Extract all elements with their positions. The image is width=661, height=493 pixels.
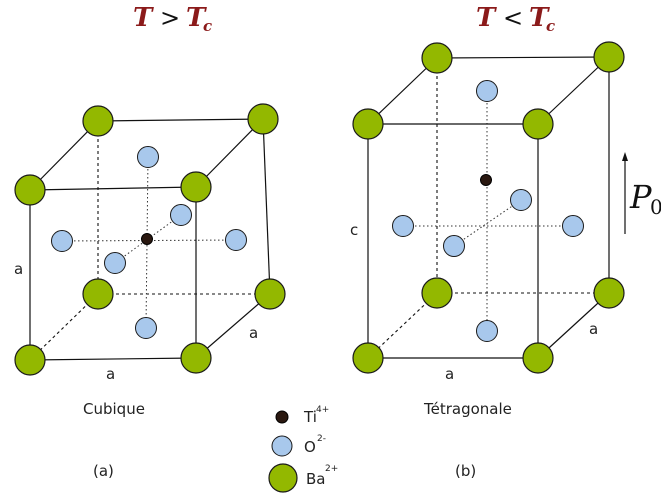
- titanium-legend-icon: [275, 410, 289, 424]
- barium-legend-icon: [268, 463, 298, 493]
- tetragonal-edge: [537, 292, 610, 359]
- tetragonal-panel-tag: (b): [455, 462, 476, 480]
- cubic-edge: [195, 118, 264, 188]
- barium-ion: [522, 342, 554, 374]
- legend-item-oxygen: O 2-: [271, 434, 326, 457]
- legend-item-barium: Ba 2+: [268, 463, 338, 493]
- barium-ion: [247, 103, 279, 135]
- svg-text:T: T: [529, 3, 550, 33]
- cubic-hidden-edge: [29, 293, 99, 361]
- barium-ion: [352, 108, 384, 140]
- tetragonal-caption: Tétragonale: [423, 400, 512, 418]
- barium-ion: [14, 174, 46, 206]
- svg-text:4+: 4+: [316, 405, 329, 415]
- cubic-condition-title: T > T c: [133, 3, 212, 35]
- barium-ion: [14, 344, 46, 376]
- svg-text:>: >: [160, 4, 180, 32]
- cubic-edge-label-width: a: [106, 365, 115, 383]
- svg-text:T: T: [133, 3, 154, 33]
- oxygen-ion: [51, 230, 73, 252]
- barium-ion: [82, 105, 114, 137]
- svg-text:O: O: [304, 438, 316, 456]
- tetragonal-hidden-edge: [367, 292, 438, 359]
- cubic-edge: [262, 118, 271, 295]
- tetragonal-edge-label-depth: a: [589, 320, 598, 338]
- legend: Ti 4+ O 2- Ba 2+: [268, 405, 338, 493]
- oxygen-ion: [225, 229, 247, 251]
- oxygen-ion: [476, 320, 498, 342]
- barium-ion: [522, 108, 554, 140]
- svg-text:Ba: Ba: [306, 470, 325, 488]
- polarization-subscript: 0: [650, 195, 661, 219]
- barium-ion: [254, 278, 286, 310]
- oxygen-legend-icon: [271, 435, 293, 457]
- oxygen-ion: [135, 317, 157, 339]
- svg-text:<: <: [503, 4, 523, 32]
- oxygen-ion: [443, 235, 465, 257]
- tetragonal-axis-line: [453, 199, 522, 247]
- polarization-indicator: P 0: [622, 152, 661, 234]
- oxygen-ion: [137, 146, 159, 168]
- svg-text:Ti: Ti: [303, 408, 317, 426]
- cubic-panel-tag: (a): [93, 462, 114, 480]
- cubic-caption: Cubique: [83, 400, 145, 418]
- legend-item-titanium: Ti 4+: [275, 405, 329, 426]
- svg-text:2-: 2-: [317, 434, 326, 444]
- tetragonal-edge: [537, 56, 610, 125]
- oxygen-ion: [510, 189, 532, 211]
- barium-ion: [180, 342, 212, 374]
- oxygen-ion: [562, 215, 584, 237]
- cubic-axis-line: [145, 156, 149, 329]
- barium-ion: [352, 342, 384, 374]
- barium-ion: [593, 41, 625, 73]
- cubic-edge: [29, 120, 99, 191]
- svg-text:T: T: [476, 3, 497, 33]
- cubic-axis-line: [61, 239, 237, 242]
- tetragonal-cell: T < T c: [350, 3, 661, 480]
- svg-text:c: c: [203, 17, 212, 35]
- barium-ion: [180, 171, 212, 203]
- oxygen-ion: [104, 252, 126, 274]
- barium-ion: [82, 278, 114, 310]
- cubic-edge-label-height: a: [14, 260, 23, 278]
- titanium-ion: [480, 174, 492, 186]
- cubic-edge-label-depth: a: [249, 324, 258, 342]
- tetragonal-edge: [436, 56, 610, 59]
- polarization-label: P: [629, 178, 652, 216]
- arrow-head-icon: [622, 152, 628, 161]
- barium-ion: [421, 277, 453, 309]
- oxygen-ion: [476, 80, 498, 102]
- cubic-cell: T > T c: [14, 3, 286, 480]
- tetragonal-edge: [367, 57, 438, 125]
- tetragonal-edge-label-height: c: [350, 221, 358, 239]
- titanium-ion: [141, 233, 153, 245]
- svg-text:2+: 2+: [325, 464, 338, 474]
- cubic-edge: [97, 118, 264, 122]
- tetragonal-edge-label-width: a: [445, 365, 454, 383]
- tetragonal-condition-title: T < T c: [476, 3, 555, 35]
- svg-text:c: c: [546, 17, 555, 35]
- svg-text:T: T: [186, 3, 207, 33]
- barium-ion: [593, 277, 625, 309]
- oxygen-ion: [392, 215, 414, 237]
- barium-ion: [421, 42, 453, 74]
- cubic-edge: [195, 293, 271, 359]
- oxygen-ion: [170, 204, 192, 226]
